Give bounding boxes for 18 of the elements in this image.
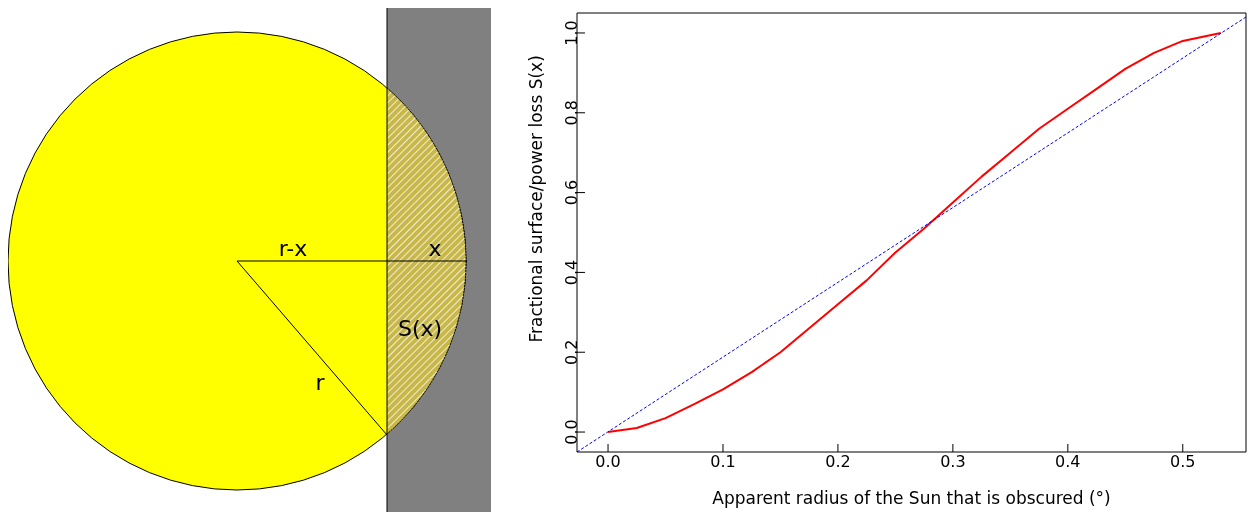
text: x	[428, 236, 442, 261]
y-tick-label: 1.0	[562, 20, 581, 46]
x-tick-label: 0.3	[940, 452, 966, 472]
text: r-x	[278, 236, 308, 261]
x-tick-label: 0.1	[710, 452, 736, 472]
x-tick-label: 0.5	[1170, 452, 1196, 472]
x-tick-label: 0.4	[1055, 452, 1081, 472]
x-tick-label: 0.2	[825, 452, 851, 472]
y-tick-label: 0.0	[562, 419, 581, 445]
line-series	[607, 31, 1222, 434]
x-axis-title: Apparent radius of the Sun that is obscured (°)	[712, 488, 1111, 508]
y-tick-label: 0.4	[562, 259, 581, 286]
text: r	[315, 370, 326, 395]
y-tick-label: 0.6	[562, 179, 581, 206]
y-tick-label: 0.2	[562, 339, 581, 365]
x-tick-label: 0.0	[595, 452, 621, 472]
y-axis-title: Fractional surface/power loss S(x)	[526, 55, 547, 343]
y-tick-label: 0.8	[562, 100, 581, 126]
